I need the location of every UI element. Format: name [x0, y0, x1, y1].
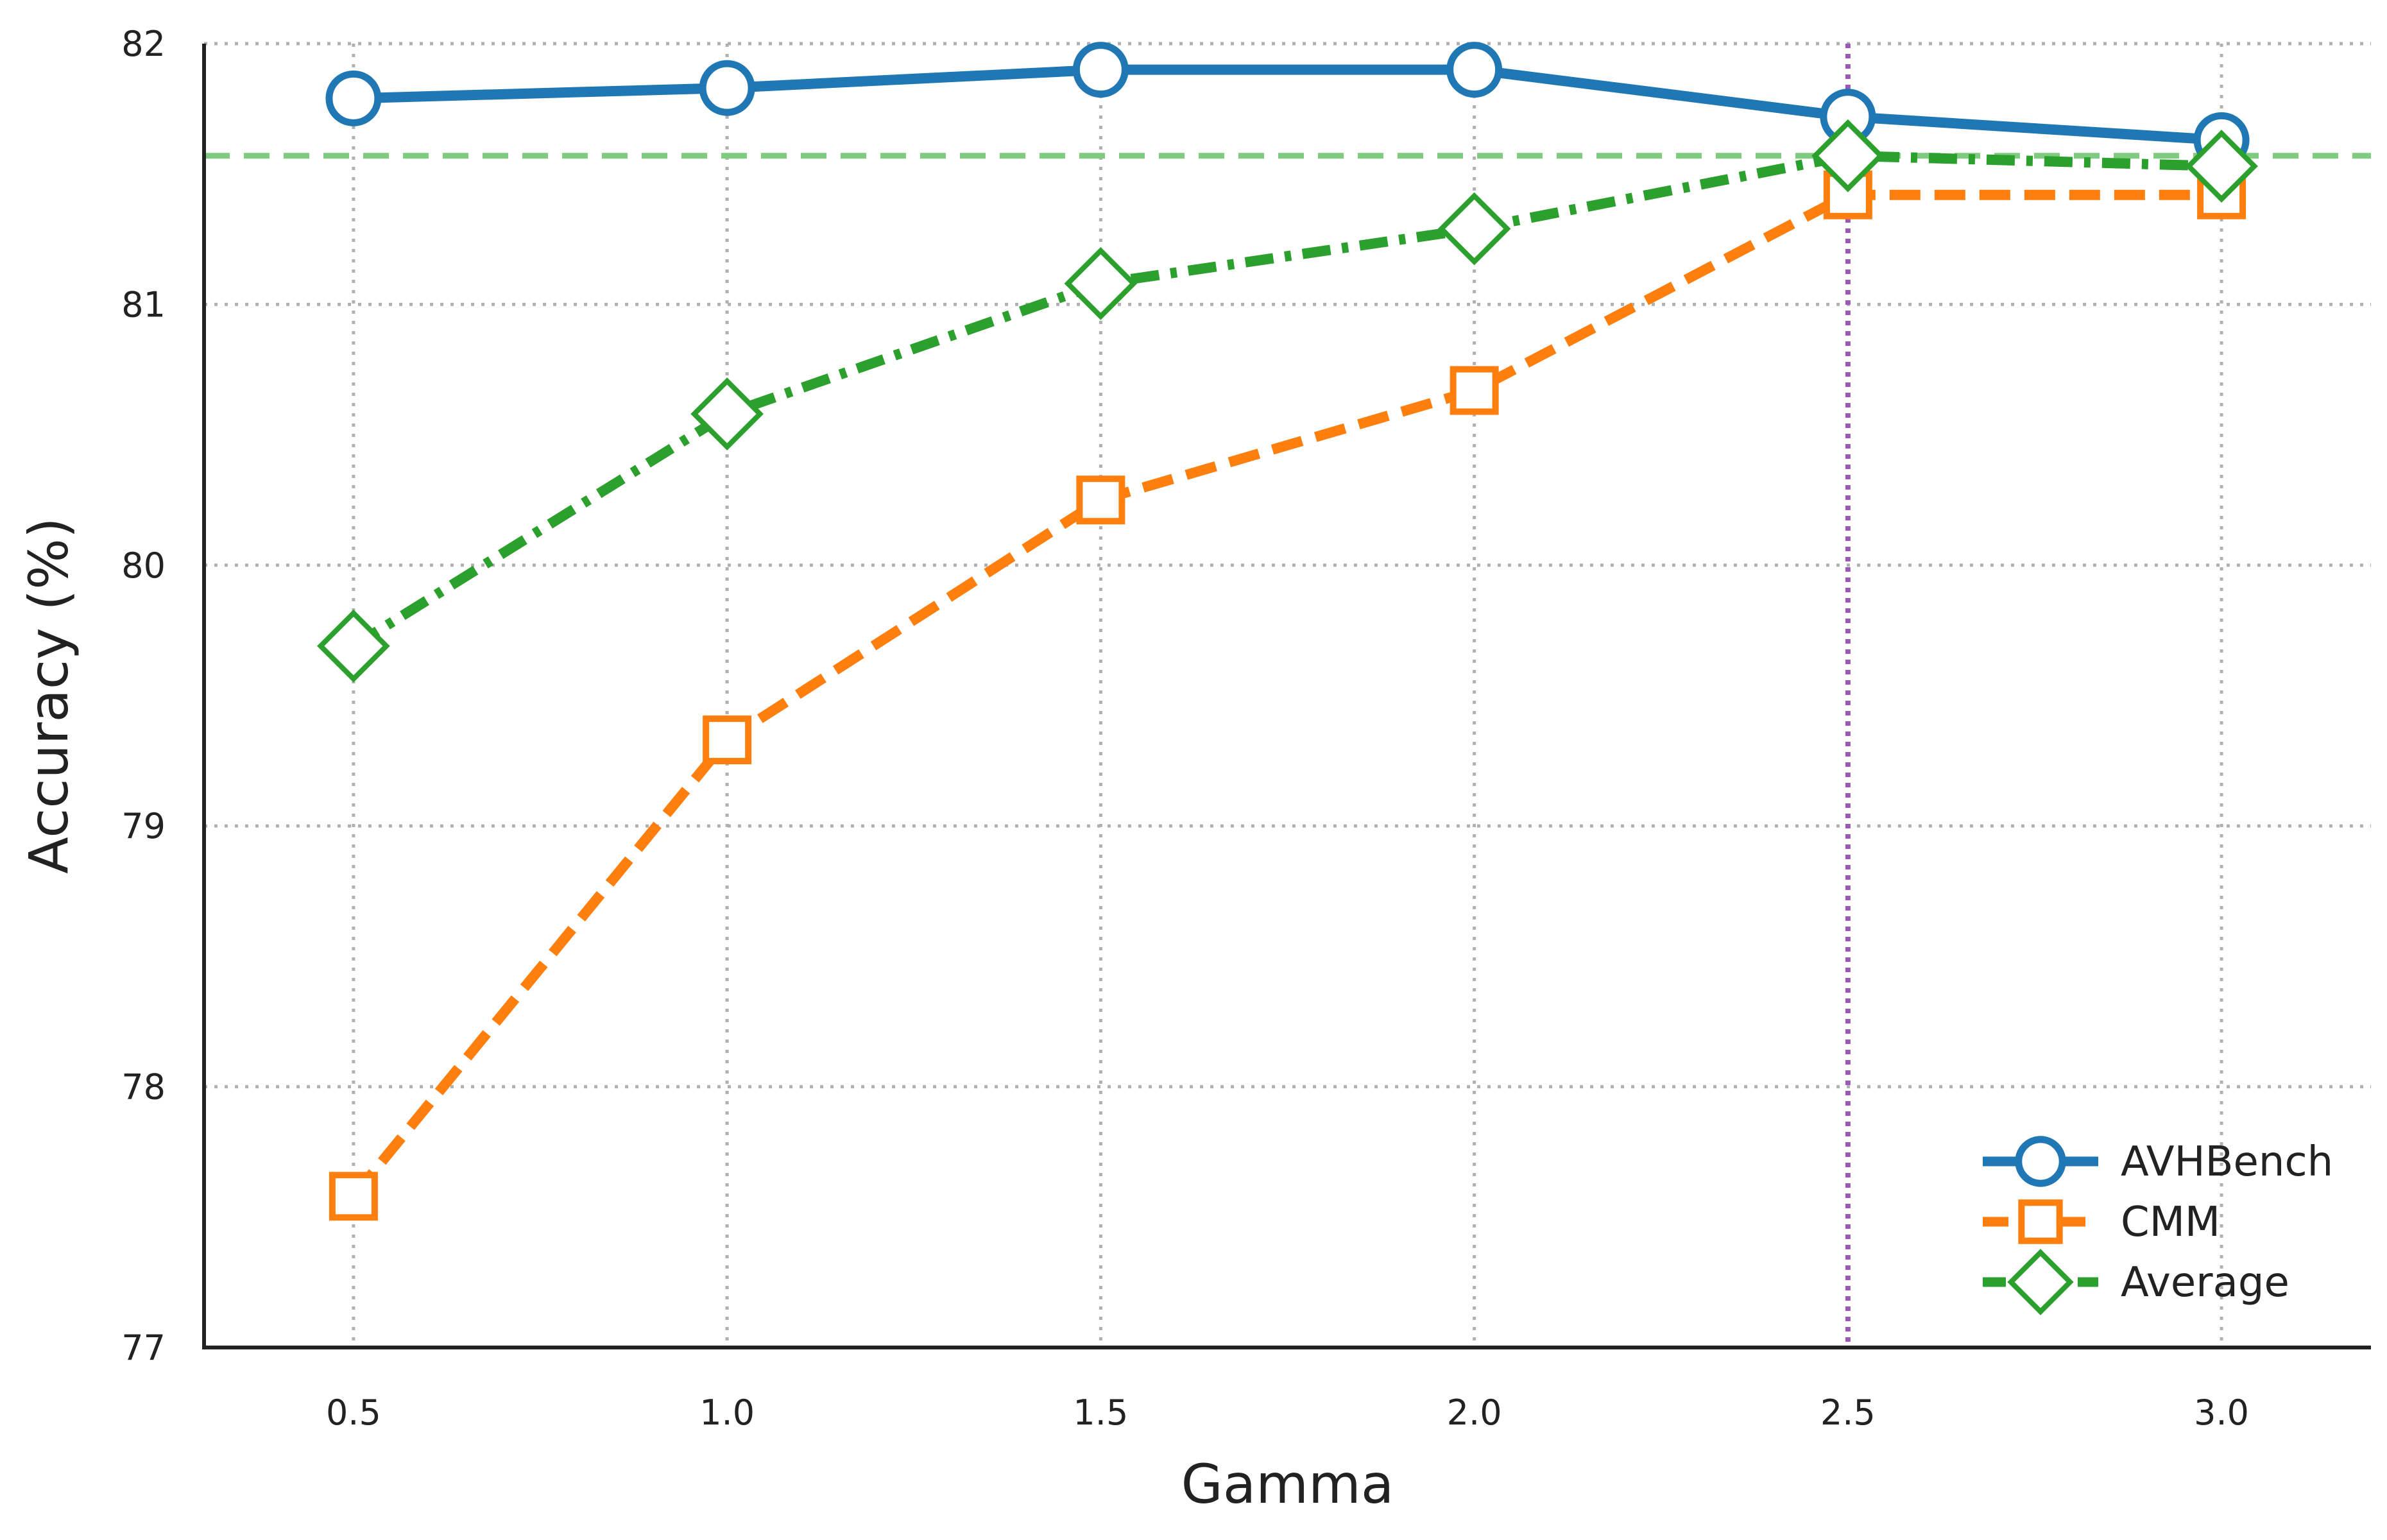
legend-item-average: Average [1983, 1249, 2289, 1315]
y-tick-label: 77 [121, 1328, 166, 1368]
point-avhbench-2.0 [1446, 42, 1503, 98]
series-average [317, 119, 2258, 683]
series-line-avhbench [353, 64, 2222, 146]
point-avhbench-1.0 [699, 60, 755, 116]
x-tick-label: 2.5 [1820, 1392, 1876, 1433]
x-tick-label: 2.0 [1447, 1392, 1502, 1433]
x-tick-label: 1.5 [1073, 1392, 1128, 1433]
y-tick-label: 79 [121, 806, 166, 846]
y-tick-label: 81 [121, 284, 166, 325]
point-cmm-1.0 [703, 715, 752, 765]
tick-labels: 0.5 1.0 1.5 2.0 2.5 3.0 77 78 79 80 81 82 [121, 24, 2249, 1433]
point-average-3.0 [2185, 130, 2258, 203]
x-tick-label: 3.0 [2194, 1392, 2249, 1433]
legend-marker-cmm [2018, 1199, 2063, 1244]
legend-marker-average [2007, 1249, 2074, 1315]
legend-marker-avhbench [2015, 1136, 2066, 1187]
y-tick-label: 80 [121, 545, 166, 586]
legend-label-cmm: CMM [2121, 1199, 2220, 1246]
point-average-0.5 [317, 609, 390, 683]
point-average-2.0 [1437, 192, 1511, 266]
point-cmm-2.0 [1450, 366, 1499, 415]
point-average-2.5 [1811, 119, 1885, 193]
legend-label-avhbench: AVHBench [2121, 1138, 2333, 1186]
series-line-cmm [349, 189, 2222, 1200]
series-layer [317, 42, 2258, 1221]
point-avhbench-1.5 [1072, 42, 1129, 98]
point-cmm-1.5 [1076, 475, 1125, 525]
x-axis-title: Gamma [1181, 1453, 1394, 1516]
point-average-1.0 [690, 377, 764, 450]
x-tick-label: 1.0 [699, 1392, 755, 1433]
y-tick-label: 82 [121, 24, 166, 64]
series-line-average [350, 150, 2222, 651]
x-tick-label: 0.5 [326, 1392, 381, 1433]
axes-layer [202, 44, 2371, 1349]
point-avhbench-0.5 [325, 70, 382, 126]
legend: AVHBench CMM Average [1983, 1136, 2333, 1315]
y-axis-title: Accuracy (%) [17, 517, 80, 874]
point-average-1.5 [1064, 247, 1138, 320]
legend-item-cmm: CMM [1983, 1199, 2220, 1246]
y-tick-label: 78 [121, 1067, 166, 1108]
legend-label-average: Average [2121, 1259, 2289, 1306]
point-cmm-0.5 [329, 1172, 378, 1221]
legend-item-avhbench: AVHBench [1983, 1136, 2333, 1187]
